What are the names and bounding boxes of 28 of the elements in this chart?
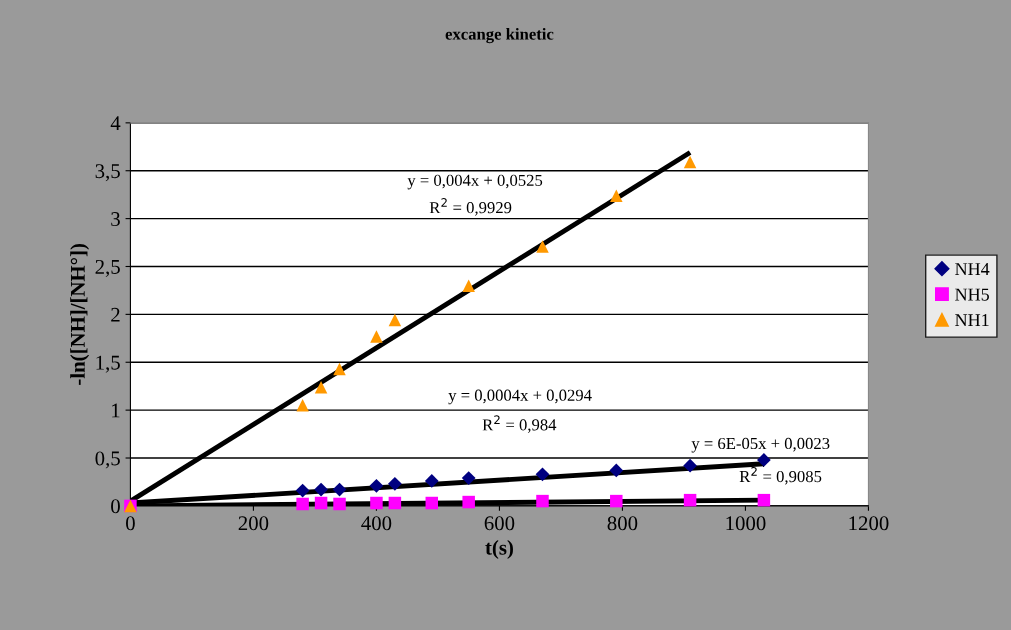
y-tick-label: 2,5: [95, 259, 120, 277]
annotation: R$^{2}$ = 0,9085: [739, 466, 822, 485]
annotation: R$^{2}$ = 0,984: [482, 415, 557, 433]
x-tick-label: 0: [126, 516, 135, 531]
y-tick-label: 1,5: [96, 355, 120, 373]
annotation: y = 6E-05x + 0,0023: [691, 437, 830, 453]
x-tick-label: 1000: [726, 516, 766, 531]
y-tick-label: 3,5: [95, 164, 120, 182]
y-tick-label: 1: [112, 403, 120, 418]
x-tick-label: 400: [361, 516, 392, 531]
y-tick-label: 2: [111, 307, 120, 322]
legend-label: NH1: [955, 314, 989, 327]
legend-label: NH4: [955, 263, 990, 275]
y-tick-label: 3: [111, 212, 120, 227]
annotation: y = 0,004x + 0,0525: [407, 174, 543, 190]
y-tick-label: 0: [111, 499, 120, 514]
x-tick-label: 800: [607, 516, 638, 531]
x-tick-label: 600: [484, 516, 515, 531]
annotation: y = 0,0004x + 0,0294: [448, 389, 592, 405]
legend-label: NH5: [955, 288, 989, 301]
y-tick-label: 4: [110, 116, 121, 131]
x-axis-title: t(s): [485, 540, 513, 559]
x-tick-label: 1200: [849, 516, 889, 531]
y-axis-title: -ln([NH]/[NH°]): [70, 244, 90, 385]
y-tick-label: 0,5: [95, 451, 120, 469]
annotation: R$^{2}$ = 0,9929: [429, 198, 512, 216]
chart-title: excange kinetic: [445, 27, 554, 44]
x-tick-label: 200: [238, 516, 269, 531]
